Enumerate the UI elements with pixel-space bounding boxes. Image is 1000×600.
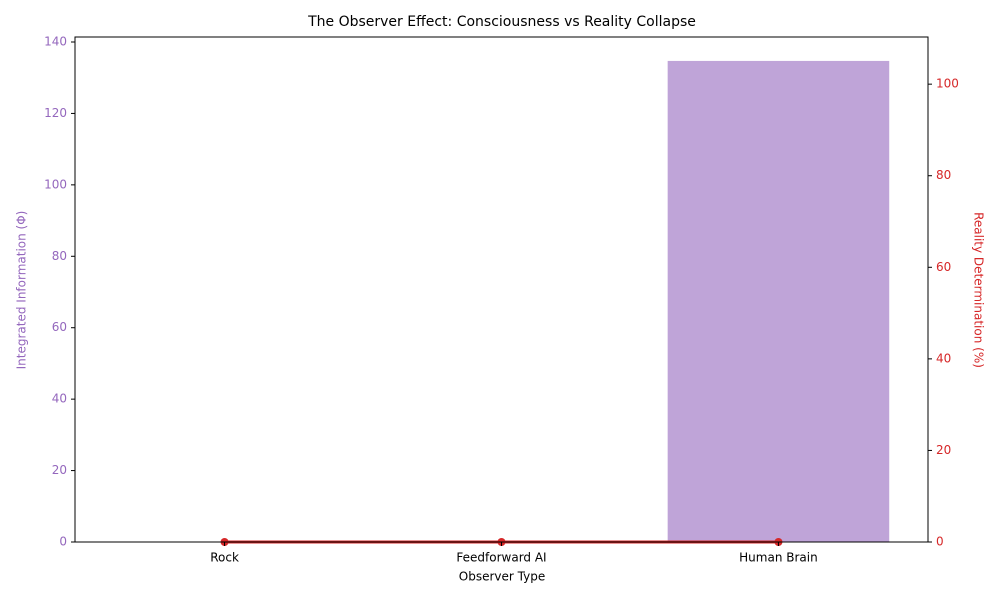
y-tick-label: 140 bbox=[44, 35, 67, 49]
y2-tick-label: 40 bbox=[936, 351, 951, 365]
x-tick-label: Feedforward AI bbox=[456, 551, 546, 565]
x-tick-label: Human Brain bbox=[739, 551, 818, 565]
y-tick-label: 120 bbox=[44, 106, 67, 120]
y-tick-label: 0 bbox=[59, 535, 67, 549]
chart-title: The Observer Effect: Consciousness vs Re… bbox=[307, 14, 696, 30]
y-tick-label: 20 bbox=[52, 463, 67, 477]
y2-tick-label: 20 bbox=[936, 443, 951, 457]
bar bbox=[667, 60, 890, 543]
y2-axis-label: Reality Determination (%) bbox=[972, 212, 986, 368]
y-tick-label: 60 bbox=[52, 320, 67, 334]
x-axis-label: Observer Type bbox=[459, 570, 545, 584]
y2-tick-label: 80 bbox=[936, 168, 951, 182]
y2-tick-label: 60 bbox=[936, 260, 951, 274]
y-tick-label: 80 bbox=[52, 249, 67, 263]
y-axis-label: Integrated Information (Φ) bbox=[15, 211, 29, 370]
y2-tick-label: 0 bbox=[936, 535, 944, 549]
x-tick-label: Rock bbox=[210, 551, 239, 565]
y2-tick-label: 100 bbox=[936, 77, 959, 91]
y-tick-label: 40 bbox=[52, 392, 67, 406]
y-tick-label: 100 bbox=[44, 177, 67, 191]
